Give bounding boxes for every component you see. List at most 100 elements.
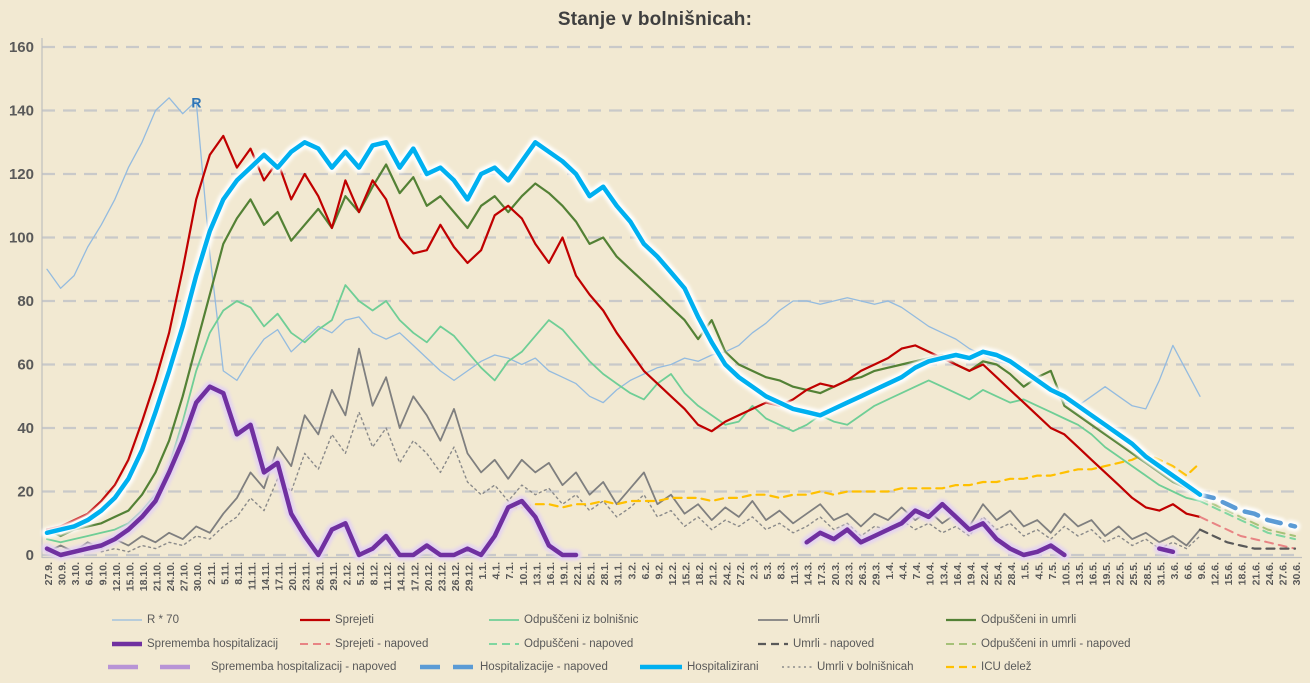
x-axis-tick-label: 1.1. <box>477 562 489 580</box>
odpusceni-line-swatch <box>489 619 519 621</box>
y-axis-tick-label: 140 <box>9 103 34 120</box>
x-axis-tick-label: 29.3. <box>870 562 882 585</box>
x-axis-tick-label: 8.3. <box>776 562 788 580</box>
x-axis-tick-label: 9.2. <box>653 562 665 580</box>
x-axis-tick-label: 24.10. <box>165 562 177 591</box>
odpusceni-napoved-dash-swatch <box>489 643 519 645</box>
legend-label: ICU delež <box>981 661 1032 673</box>
x-axis-tick-label: 15.2. <box>681 562 693 585</box>
legend-label: Sprejeti <box>335 614 374 626</box>
x-axis-tick-label: 26.3. <box>857 562 869 585</box>
x-axis-tick-label: 19.5. <box>1101 562 1113 585</box>
legend-item-hospitalizacije-napoved: Hospitalizacije - napoved <box>420 659 608 675</box>
x-axis-tick-label: 17.12. <box>409 562 421 591</box>
legend-item-hospitalizirani: Hospitalizirani <box>640 659 759 675</box>
odpusceni-in-umrli-line-swatch <box>946 618 976 622</box>
x-axis-tick-label: 19.1. <box>558 562 570 585</box>
x-axis-tick-label: 29.11. <box>328 562 340 591</box>
odpusceni-in-umrli-napoved-dash-swatch <box>946 643 976 645</box>
x-axis-tick-label: 1.5. <box>1020 562 1032 580</box>
legend-label: Umrli v bolnišnicah <box>817 661 914 673</box>
series-line-umrli <box>46 347 1201 553</box>
legend-item-umrli-v-bolnisnicah: Umrli v bolnišnicah <box>782 659 914 675</box>
x-axis-tick-label: 18.2. <box>694 562 706 585</box>
series-line-odpusceni-in-umrli <box>45 163 1202 538</box>
r-70-line-swatch <box>112 619 142 621</box>
x-axis-tick-label: 8.12. <box>369 562 381 585</box>
x-axis-tick-label: 6.2. <box>640 562 652 580</box>
x-axis-tick-label: 8.11. <box>233 562 245 585</box>
x-axis-tick-label: 7.4. <box>911 562 923 580</box>
x-axis-tick-label: 12.6. <box>1210 562 1222 585</box>
x-axis-tick-label: 3.10. <box>70 562 82 585</box>
x-axis-tick-label: 17.3. <box>816 562 828 585</box>
hospitalizacije-napoved-dash-swatch <box>420 664 475 670</box>
legend-item-odpusceni-in-umrli: Odpuščeni in umrli <box>946 612 1076 628</box>
x-axis-tick-label: 20.11. <box>287 562 299 591</box>
y-axis-tick-label: 100 <box>9 230 34 247</box>
series-glow-sprememba-hospitalizacij <box>41 381 1179 561</box>
r-annotation-label: R <box>191 94 201 110</box>
y-axis-tick-label: 0 <box>26 547 34 564</box>
x-axis-tick-label: 2.12. <box>341 562 353 585</box>
sprememba-napoved-dash-swatch <box>108 664 206 670</box>
x-axis-tick-label: 20.3. <box>830 562 842 585</box>
x-axis-tick-label: 11.12. <box>382 562 394 591</box>
x-axis-tick-label: 2.11. <box>206 562 218 585</box>
x-axis-tick-label: 10.5. <box>1060 562 1072 585</box>
sprememba-line-swatch <box>112 641 142 647</box>
legend-label: Sprememba hospitalizacij - napoved <box>211 661 397 673</box>
legend-label: Hospitalizacije - napoved <box>480 661 608 673</box>
legend-item-sprejeti: Sprejeti <box>300 612 374 628</box>
legend-item-r-70: R * 70 <box>112 612 179 628</box>
chart-title: Stanje v bolnišnicah: <box>557 9 753 30</box>
x-axis-tick-label: 28.4. <box>1006 562 1018 585</box>
x-axis-tick-label: 13.4. <box>938 562 950 585</box>
y-axis-tick-label: 60 <box>17 357 34 374</box>
x-axis-tick-label: 26.12. <box>450 562 462 591</box>
legend-item-sprememba-hospitalizacij: Sprememba hospitalizacij <box>112 636 278 652</box>
x-axis-tick-label: 3.2. <box>626 562 638 580</box>
x-axis-tick-label: 5.12. <box>355 562 367 585</box>
series-line-sprememba-hospitalizacij <box>44 384 1176 558</box>
umrli-line-swatch <box>758 619 788 621</box>
x-axis-tick-label: 27.6. <box>1277 562 1289 585</box>
x-axis-tick-label: 14.11. <box>260 562 272 591</box>
x-axis-tick-label: 18.10. <box>138 562 150 591</box>
series-line-hospitalizacije-napoved <box>1197 492 1298 529</box>
legend-item-odpusceni-napoved: Odpuščeni - napoved <box>489 636 633 652</box>
x-axis-tick-label: 23.3. <box>843 562 855 585</box>
x-axis-tick-label: 26.11. <box>314 562 326 591</box>
legend-label: Sprememba hospitalizacij <box>147 638 279 650</box>
x-axis-tick-label: 27.10. <box>179 562 191 591</box>
x-axis-tick-label: 31.5. <box>1155 562 1167 585</box>
x-axis-tick-label: 18.6. <box>1237 562 1249 585</box>
x-axis-tick-label: 28.5. <box>1142 562 1154 585</box>
x-axis-tick-label: 17.11. <box>274 562 286 591</box>
series-line-umrli-napoved <box>1198 528 1297 550</box>
sprejeti-line-swatch <box>300 618 330 622</box>
legend-label: Umrli <box>793 614 820 626</box>
x-axis-tick-label: 16.5. <box>1088 562 1100 585</box>
x-axis-tick-label: 6.6. <box>1182 562 1194 580</box>
legend-label: Odpuščeni - napoved <box>524 638 634 650</box>
x-axis-tick-label: 30.9. <box>57 562 69 585</box>
legend-label: Sprejeti - napoved <box>335 638 429 650</box>
legend-label: Hospitalizirani <box>687 661 759 673</box>
series-line-sprejeti-napoved <box>1199 515 1296 550</box>
series-line-odpusceni-iz-bolnisnic <box>46 284 1201 544</box>
y-axis-tick-label: 40 <box>17 420 34 437</box>
icu-delez-dash-swatch <box>946 665 976 669</box>
x-axis-tick-label: 19.4. <box>965 562 977 585</box>
x-axis-tick-label: 1.4. <box>884 562 896 580</box>
umrli-v-bolnisnicah-dot-swatch <box>782 666 812 668</box>
x-axis-tick-label: 10.1. <box>518 562 530 585</box>
legend-item-odpusceni-in-umrli-napoved: Odpuščeni in umrli - napoved <box>946 636 1131 652</box>
x-axis-tick-label: 28.1. <box>599 562 611 585</box>
series-line-sprejeti <box>45 134 1202 531</box>
x-axis-tick-label: 12.2. <box>667 562 679 585</box>
x-axis-tick-label: 21.6. <box>1250 562 1262 585</box>
x-axis-tick-label: 16.1. <box>545 562 557 585</box>
x-axis-tick-label: 22.5. <box>1115 562 1127 585</box>
